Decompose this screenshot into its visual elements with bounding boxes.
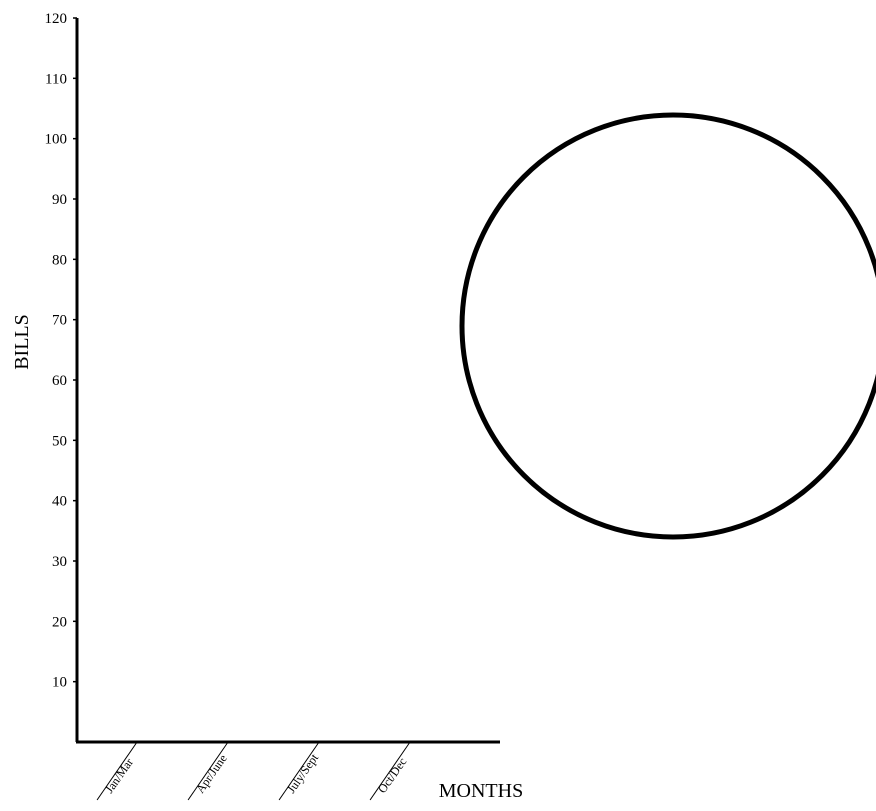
y-tick-label: 50 (52, 433, 67, 449)
x-axis-title: MONTHS (439, 780, 523, 802)
x-category-label: Apr/June (193, 752, 230, 796)
x-category-label: July/Sept (284, 751, 321, 796)
y-tick-label: 100 (45, 132, 68, 148)
y-tick-label: 40 (52, 494, 67, 510)
y-tick-label: 10 (52, 675, 67, 691)
x-category-divider (278, 741, 320, 801)
y-tick-label: 110 (45, 71, 67, 87)
x-category-divider (369, 741, 411, 801)
y-axis-title: BILLS (11, 314, 33, 370)
x-axis-categories: Jan/Mar Apr/June July/Sept Oct/Dec (96, 741, 411, 801)
x-category-divider (96, 741, 138, 801)
y-tick-label: 20 (52, 614, 67, 630)
y-tick-label: 70 (52, 313, 67, 329)
x-category-label: Oct/Dec (375, 755, 409, 796)
x-category-label: Jan/Mar (102, 755, 136, 795)
y-tick-label: 80 (52, 252, 67, 268)
circle-shape (459, 112, 876, 540)
y-axis-ticks: 10 20 30 40 50 60 70 80 90 100 110 120 (45, 11, 77, 691)
x-category-divider (187, 741, 229, 801)
y-tick-label: 120 (45, 11, 68, 27)
y-tick-label: 60 (52, 373, 67, 389)
y-tick-label: 30 (52, 554, 67, 570)
y-tick-label: 90 (52, 192, 67, 208)
